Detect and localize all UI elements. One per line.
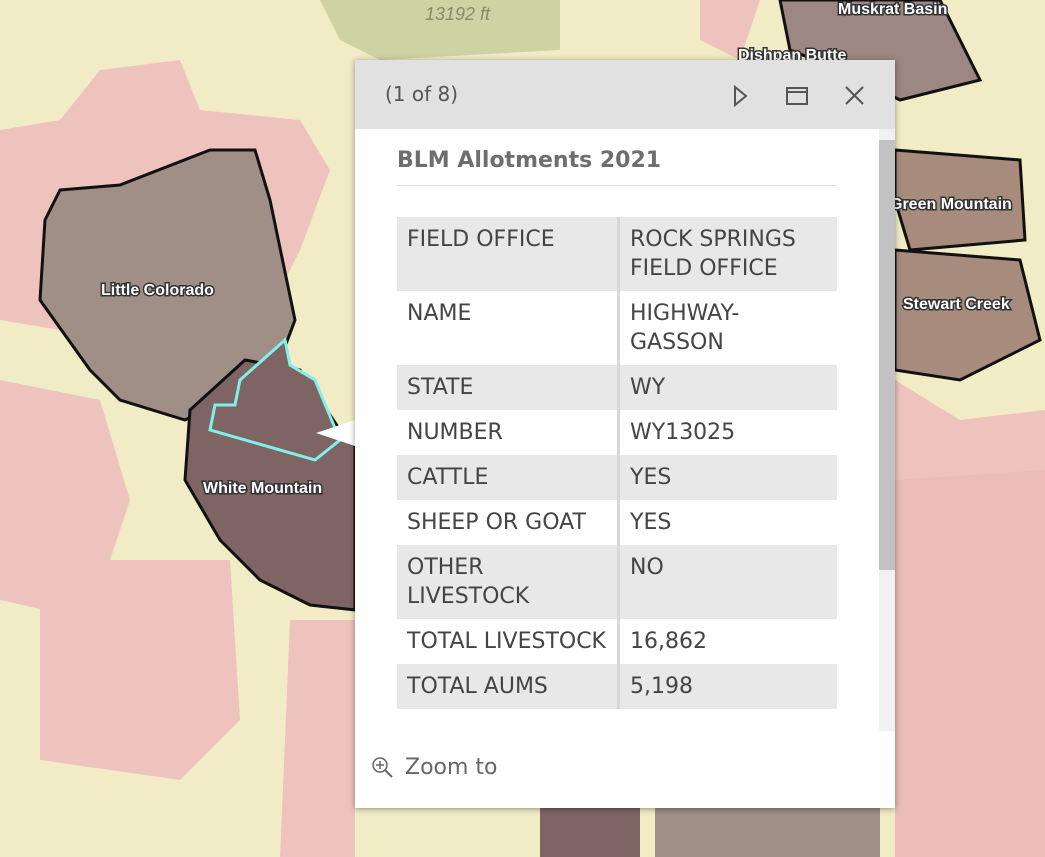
table-row: TOTAL LIVESTOCK 16,862 [397, 619, 837, 664]
field-value: YES [630, 510, 672, 535]
dock-button[interactable] [785, 84, 809, 108]
field-name: CATTLE [397, 455, 620, 500]
popup: (1 of 8) BLM Allotments 2021 FIELD OFFIC… [355, 60, 895, 808]
divider [397, 185, 837, 186]
popup-body: BLM Allotments 2021 FIELD OFFICE ROCK SPR… [355, 129, 879, 731]
table-row: NAME HIGHWAY-GASSON [397, 291, 837, 365]
popup-header: (1 of 8) [355, 60, 895, 129]
region [40, 560, 240, 780]
pager: (1 of 8) [385, 82, 459, 106]
allotment [655, 808, 880, 857]
field-value: 16,862 [630, 629, 707, 654]
map-label: Stewart Creek [903, 296, 1010, 313]
zoom-to-link[interactable]: Zoom to [405, 755, 498, 780]
table-row: OTHER LIVESTOCK NO [397, 545, 837, 619]
allotment [893, 148, 1027, 252]
region [700, 0, 760, 60]
popup-title: BLM Allotments 2021 [397, 148, 662, 173]
elevation-label: 13192 ft [425, 4, 491, 24]
map-label: Muskrat Basin [838, 1, 947, 18]
table-row: STATE WY [397, 365, 837, 410]
zoom-icon[interactable] [371, 756, 395, 780]
table-row: FIELD OFFICE ROCK SPRINGS FIELD OFFICE [397, 217, 837, 291]
field-name: NAME [397, 291, 620, 365]
table-row: CATTLE YES [397, 455, 837, 500]
map-label: Little Colorado [101, 282, 214, 299]
allotment [778, 0, 983, 102]
field-name: FIELD OFFICE [397, 217, 620, 291]
field-name: SHEEP OR GOAT [397, 500, 620, 545]
field-name: OTHER LIVESTOCK [397, 545, 620, 619]
table-row: TOTAL AUMS 5,198 [397, 664, 837, 709]
map-label: White Mountain [203, 480, 322, 497]
field-name: TOTAL LIVESTOCK [397, 619, 620, 664]
field-value: 5,198 [618, 664, 837, 709]
field-value: ROCK SPRINGS FIELD OFFICE [618, 217, 837, 291]
field-value: WY13025 [630, 420, 736, 445]
region [895, 470, 1045, 857]
field-value: WY [618, 365, 837, 410]
forest [320, 0, 560, 60]
next-button[interactable] [730, 84, 750, 108]
field-name: STATE [397, 365, 620, 410]
field-value: HIGHWAY-GASSON [630, 301, 740, 355]
allotment [893, 248, 1042, 382]
allotment [540, 808, 640, 857]
scrollbar-thumb[interactable] [879, 140, 895, 570]
field-name: NUMBER [397, 410, 620, 455]
field-name: TOTAL AUMS [397, 664, 620, 709]
table-row: NUMBER WY13025 [397, 410, 837, 455]
map-label: Green Mountain [890, 196, 1012, 213]
attribute-table: FIELD OFFICE ROCK SPRINGS FIELD OFFICE NAM… [397, 217, 837, 709]
field-value: NO [618, 545, 837, 619]
popup-pointer [316, 420, 355, 446]
selected-allotment [208, 337, 342, 462]
region [280, 620, 355, 857]
close-button[interactable] [843, 84, 867, 108]
table-row: SHEEP OR GOAT YES [397, 500, 837, 545]
field-value: YES [618, 455, 837, 500]
